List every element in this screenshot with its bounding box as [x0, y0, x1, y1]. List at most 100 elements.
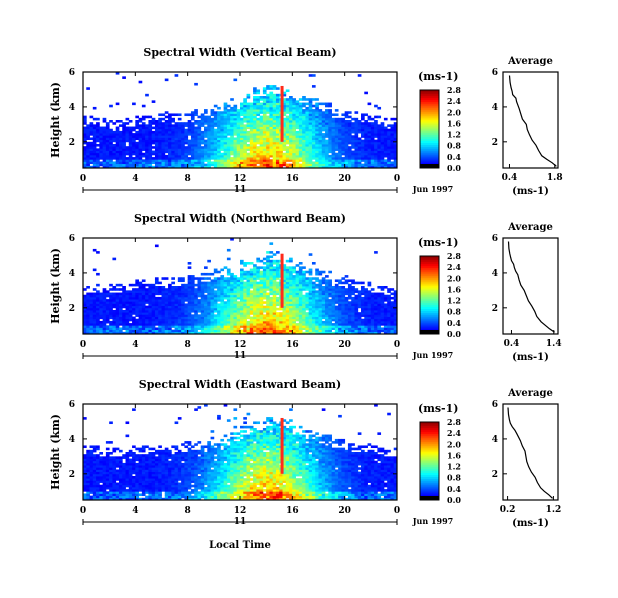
heatmap-cell — [102, 288, 107, 291]
heatmap-cell — [92, 139, 97, 143]
heatmap-cell — [102, 303, 107, 307]
heatmap-cell — [295, 292, 300, 296]
colorbar-segment — [420, 302, 439, 306]
heatmap-cell — [338, 141, 342, 145]
heatmap-cell — [207, 301, 211, 304]
heatmap-cell — [226, 301, 231, 304]
heatmap-cell — [295, 130, 300, 134]
heatmap-cell — [171, 318, 175, 322]
heatmap-cell — [141, 161, 146, 165]
heatmap-cell — [318, 296, 323, 300]
heatmap-cell — [269, 165, 274, 169]
heatmap-cell — [184, 146, 189, 149]
heatmap-cell — [269, 87, 274, 90]
heatmap-cell — [321, 141, 326, 145]
heatmap-cell — [338, 163, 342, 167]
heatmap-cell — [187, 148, 192, 151]
heatmap-cell — [115, 283, 120, 287]
heatmap-cell — [151, 331, 156, 335]
heatmap-cell — [138, 80, 143, 84]
heatmap-cell — [302, 161, 306, 165]
heatmap-cell — [128, 316, 133, 320]
heatmap-cell — [282, 98, 287, 101]
heatmap-cell — [243, 290, 247, 293]
heatmap-cell — [311, 74, 316, 77]
heatmap-cell — [138, 307, 143, 311]
heatmap-cell — [204, 165, 208, 169]
heatmap-cell — [226, 257, 231, 261]
heatmap-cell — [89, 154, 94, 158]
heatmap-cell — [200, 296, 205, 300]
heatmap-cell — [341, 325, 346, 328]
heatmap-cell — [187, 294, 192, 298]
heatmap-cell — [217, 124, 221, 127]
heatmap-cell — [226, 296, 231, 300]
heatmap-cell — [334, 128, 339, 132]
heatmap-cell — [187, 150, 192, 154]
heatmap-cell — [285, 270, 290, 274]
heatmap-cell — [89, 323, 94, 326]
heatmap-cell — [364, 128, 368, 132]
heatmap-cell — [83, 493, 87, 497]
heatmap-cell — [331, 120, 336, 123]
heatmap-cell — [311, 165, 316, 169]
heatmap-cell — [187, 307, 192, 311]
heatmap-cell — [308, 100, 313, 103]
heatmap-cell — [393, 301, 398, 304]
heatmap-cell — [387, 310, 391, 313]
heatmap-cell — [292, 288, 296, 291]
heatmap-cell — [318, 325, 323, 328]
heatmap-cell — [243, 286, 247, 289]
heatmap-cell — [354, 122, 359, 125]
heatmap-cell — [279, 154, 283, 158]
heatmap-cell — [344, 126, 349, 130]
heatmap-cell — [207, 272, 211, 276]
heatmap-cell — [266, 318, 270, 322]
heatmap-cell — [334, 329, 339, 333]
heatmap-cell — [135, 299, 139, 302]
heatmap-cell — [253, 275, 257, 278]
heatmap-cell — [259, 299, 264, 302]
heatmap-cell — [118, 159, 123, 162]
heatmap-cell — [259, 150, 264, 154]
heatmap-cell — [233, 126, 238, 130]
heatmap-cell — [174, 325, 179, 328]
heatmap-cell — [289, 270, 293, 274]
heatmap-cell — [354, 141, 359, 145]
heatmap-cell — [321, 323, 326, 326]
heatmap-cell — [351, 325, 355, 328]
heatmap-cell — [187, 301, 192, 304]
heatmap-cell — [370, 310, 375, 313]
heatmap-cell — [200, 115, 205, 119]
heatmap-cell — [154, 296, 159, 300]
heatmap-cell — [259, 281, 264, 285]
heatmap-cell — [328, 111, 332, 114]
heatmap-cell — [383, 327, 388, 331]
heatmap-cell — [249, 268, 254, 272]
heatmap-cell — [266, 152, 270, 156]
heatmap-cell — [204, 266, 208, 269]
heatmap-cell — [233, 141, 238, 145]
heatmap-cell — [321, 277, 326, 280]
heatmap-cell — [135, 281, 139, 285]
heatmap-cell — [279, 163, 283, 167]
heatmap-cell — [292, 165, 296, 169]
heatmap-cell — [272, 318, 277, 322]
heatmap-cell — [154, 305, 159, 309]
heatmap-cell — [272, 96, 277, 99]
heatmap-cell — [262, 109, 267, 112]
heatmap-cell — [282, 323, 287, 326]
heatmap-cell — [194, 327, 198, 331]
heatmap-cell — [223, 104, 228, 108]
heatmap-cell — [328, 316, 332, 320]
x-tick-label: 0 — [394, 174, 400, 184]
heatmap-cell — [207, 323, 211, 326]
heatmap-cell — [154, 141, 159, 145]
y-tick-label: 6 — [69, 68, 75, 78]
heatmap-cell — [236, 283, 241, 287]
heatmap-cell — [269, 283, 274, 287]
heatmap-cell — [184, 310, 189, 313]
heatmap-cell — [361, 130, 365, 134]
heatmap-cell — [240, 104, 244, 108]
heatmap-cell — [308, 281, 313, 285]
